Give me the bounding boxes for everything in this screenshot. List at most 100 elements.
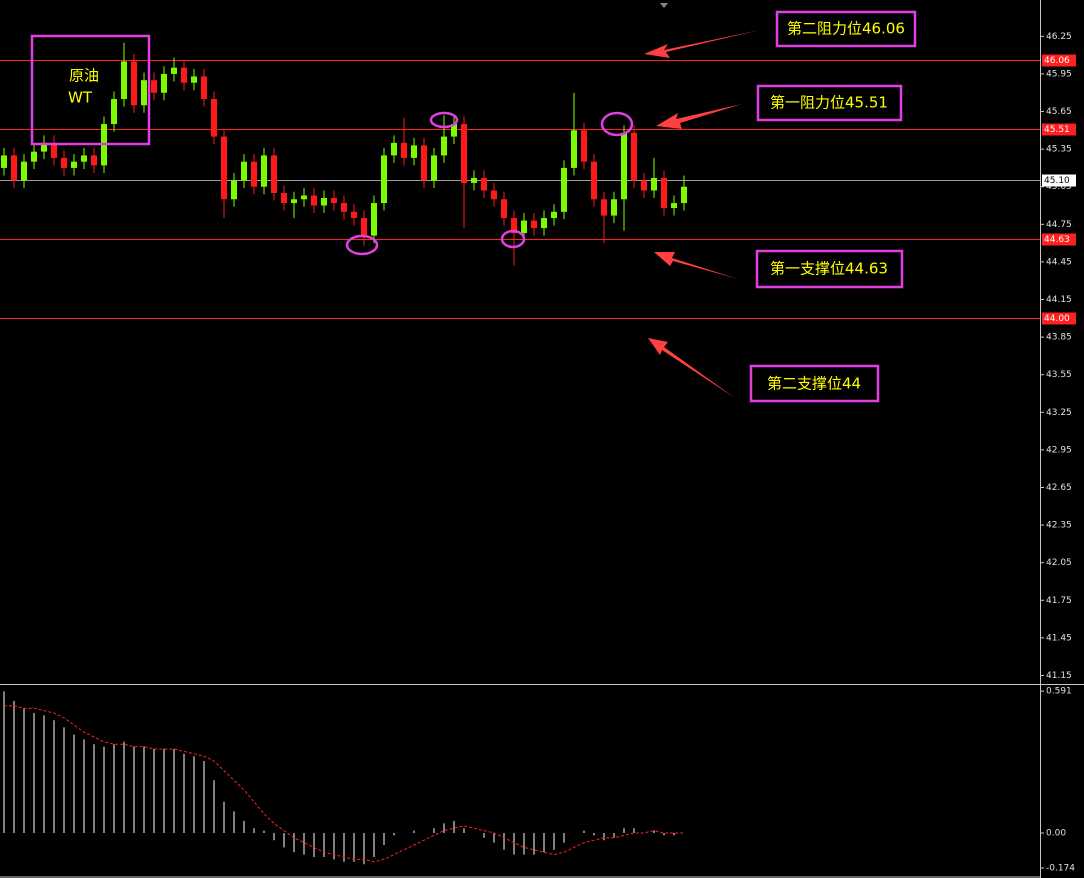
annotation-box [756, 84, 903, 122]
y-tick-label: 45.35 [1046, 145, 1072, 155]
candle-body [411, 145, 417, 158]
candle-body [311, 195, 317, 206]
arrow [644, 30, 760, 58]
candle-body [61, 157, 67, 168]
candle-body [421, 145, 427, 181]
candle-body [151, 80, 157, 93]
candle-body [431, 155, 437, 181]
candle-body [281, 192, 287, 204]
level-label: 45.51 [1044, 125, 1070, 135]
candle-body [181, 67, 187, 83]
y-tick-label: 0.00 [1046, 829, 1066, 839]
y-tick-label: 0.591 [1046, 687, 1072, 697]
y-tick-label: 46.25 [1046, 32, 1072, 42]
candle-body [511, 218, 517, 234]
annotation-box [749, 364, 880, 403]
candle-body [521, 220, 527, 234]
y-tick-label: 45.65 [1046, 107, 1072, 117]
candle-body [291, 199, 297, 204]
level-label-bg [1042, 54, 1076, 67]
y-tick-label: 45.95 [1046, 69, 1072, 79]
candle-body [671, 203, 677, 209]
annotations: 原油 WT 第二阻力位46.06 第一阻力位45.51 第一支撑位44.63 第… [30, 10, 917, 403]
candle-body [651, 177, 657, 191]
highlight-ellipse [600, 111, 634, 137]
candle-body [31, 151, 37, 162]
candle-body [191, 76, 197, 83]
level-label-bg [1042, 233, 1076, 246]
y-tick-label: -0.174 [1046, 864, 1075, 874]
y-tick-label: 43.25 [1046, 408, 1072, 418]
candle-body [121, 61, 127, 100]
y-tick-label: 43.85 [1046, 333, 1072, 343]
candle-body [571, 130, 577, 168]
level-label: 44.63 [1044, 235, 1070, 245]
signal-line [4, 705, 684, 863]
candle-body [81, 155, 87, 162]
candle-body [461, 124, 467, 183]
y-tick-label: 44.75 [1046, 220, 1072, 230]
candle-body [351, 211, 357, 219]
candle-body [261, 155, 267, 187]
candle-body [581, 130, 587, 162]
arrow [648, 338, 735, 398]
candle-body [491, 190, 497, 200]
candle-body [71, 161, 77, 168]
candle-body [331, 198, 337, 204]
symbol-text: WT [68, 89, 93, 107]
highlight-ellipse [500, 229, 526, 249]
annotation-box [755, 249, 904, 289]
candle-body [11, 155, 17, 181]
candle-body [41, 142, 47, 152]
level-label: 45.10 [1044, 176, 1070, 186]
annotation: 第二支撑位44 [767, 375, 861, 393]
candle-body [391, 142, 397, 156]
y-tick-label: 42.95 [1046, 445, 1072, 455]
y-tick-label: 41.45 [1046, 633, 1072, 643]
candle-body [321, 198, 327, 206]
annotation: 第一阻力位45.51 [770, 94, 888, 112]
level-label: 46.06 [1044, 56, 1070, 66]
y-tick-label: 45.05 [1046, 182, 1072, 192]
candle-body [661, 177, 667, 209]
candle-body [271, 155, 277, 193]
candle-body [171, 67, 177, 74]
candle-body [621, 132, 627, 200]
candle-body [531, 220, 537, 229]
scroll-marker [660, 3, 668, 8]
highlight-ellipse [345, 234, 379, 256]
candle-body [301, 195, 307, 200]
level-label-bg [1042, 123, 1076, 136]
candle-body [361, 218, 367, 236]
candle-body [241, 161, 247, 181]
candle-body [591, 161, 597, 200]
symbol-text: 原油 [69, 67, 99, 85]
candle-body [371, 203, 377, 236]
y-tick-label: 41.15 [1046, 671, 1072, 681]
candle-body [251, 161, 257, 187]
y-tick-label: 41.75 [1046, 596, 1072, 606]
candle-body [401, 142, 407, 158]
y-tick-label: 44.45 [1046, 257, 1072, 267]
candle-body [551, 211, 557, 219]
candle-body [441, 136, 447, 156]
annotation-box [775, 10, 917, 48]
candle-body [481, 177, 487, 191]
annotation: 第二阻力位46.06 [787, 20, 905, 38]
candle-body [1, 155, 7, 168]
candle-body [21, 161, 27, 181]
candle-body [381, 155, 387, 204]
candle-body [201, 76, 207, 100]
y-tick-label: 43.55 [1046, 370, 1072, 380]
candle-body [51, 142, 57, 158]
level-label: 44.00 [1044, 314, 1070, 324]
annotation: 第一支撑位44.63 [770, 260, 888, 278]
y-tick-label: 42.05 [1046, 558, 1072, 568]
candle-body [541, 218, 547, 229]
level-label-bg [1042, 312, 1076, 325]
candle-body [681, 186, 687, 204]
level-label-bg [1042, 174, 1076, 187]
highlight-ellipse [429, 111, 459, 129]
